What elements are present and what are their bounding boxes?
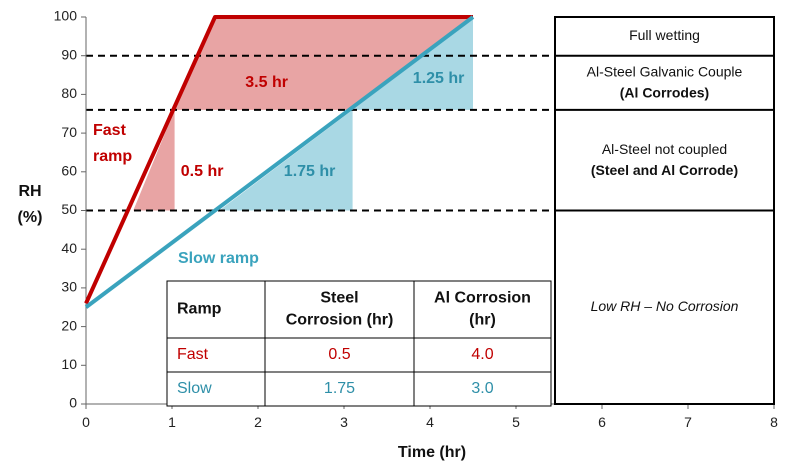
x-tick-label: 2 — [254, 414, 262, 430]
duration-label: 1.75 hr — [284, 163, 336, 180]
y-tick-label: 80 — [61, 85, 77, 101]
region-label: Full wetting — [629, 27, 700, 43]
series-label-fast: Fast — [93, 122, 127, 139]
x-tick-label: 8 — [770, 414, 778, 430]
region-label: Al-Steel Galvanic Couple — [587, 63, 743, 79]
y-tick-label: 90 — [61, 46, 77, 62]
y-tick-label: 0 — [69, 395, 77, 411]
x-tick-label: 5 — [512, 414, 520, 430]
y-tick-label: 70 — [61, 124, 77, 140]
x-tick-label: 3 — [340, 414, 348, 430]
rh-region-panel: Full wetting Al-Steel Galvanic Couple (Al … — [554, 16, 775, 405]
x-tick-label: 4 — [426, 414, 434, 430]
y-axis-title: (%) — [18, 209, 43, 226]
region-label: Low RH – No Corrosion — [591, 298, 739, 314]
table-cell: 4.0 — [471, 346, 493, 363]
table-cell: 3.0 — [471, 380, 493, 397]
x-tick-label: 6 — [598, 414, 606, 430]
shaded-area-1 — [174, 17, 473, 110]
table-cell: 0.5 — [328, 346, 350, 363]
table-frame — [166, 280, 552, 407]
region-label: (Steel and Al Corrode) — [591, 162, 738, 178]
series-line-fast — [84, 15, 473, 305]
duration-annotations: 3.5 hr 0.5 hr 1.75 hr 1.25 hr — [181, 70, 465, 180]
x-axis-title: Time (hr) — [398, 444, 466, 461]
table-header: (hr) — [469, 312, 496, 329]
shaded-areas — [133, 17, 473, 211]
shaded-area-0 — [133, 109, 175, 211]
series-line-slow — [84, 15, 475, 309]
table-header: Steel — [320, 290, 358, 307]
y-tick-label: 100 — [54, 8, 78, 24]
threshold-lines — [86, 54, 774, 212]
y-tick-label: 50 — [61, 201, 77, 217]
region-label: (Al Corrodes) — [620, 84, 709, 100]
series-label-fast: ramp — [93, 148, 132, 165]
corrosion-table: Ramp Steel Corrosion (hr) Al Corrosion (hr) F… — [166, 280, 552, 407]
y-tick-label: 30 — [61, 279, 77, 295]
shaded-area-2 — [219, 109, 353, 211]
x-tick-label: 0 — [82, 414, 90, 430]
axis-titles: RH (%) Time (hr) — [18, 183, 467, 461]
duration-label: 3.5 hr — [245, 74, 288, 91]
duration-label: 0.5 hr — [181, 163, 224, 180]
table-cell: Slow — [177, 380, 212, 397]
table-header: Corrosion (hr) — [286, 312, 394, 329]
x-tick-label: 7 — [684, 414, 692, 430]
series-label-slow: Slow ramp — [178, 250, 259, 267]
table-cell: Fast — [177, 346, 209, 363]
y-axis-title: RH — [18, 183, 41, 200]
y-tick-label: 20 — [61, 317, 77, 333]
x-tick-label: 1 — [168, 414, 176, 430]
table-header: Al Corrosion — [434, 290, 531, 307]
y-tick-label: 40 — [61, 240, 77, 256]
series-lines: Fast ramp Slow ramp — [84, 15, 475, 309]
region-label: Al-Steel not coupled — [602, 141, 727, 157]
y-tick-label: 10 — [61, 356, 77, 372]
duration-label: 1.25 hr — [413, 70, 465, 87]
tick-labels: 0 10 20 30 40 50 60 70 80 90 100 0 1 2 3 4 5 6 7 8 — [54, 8, 778, 430]
table-cell: 1.75 — [324, 380, 355, 397]
table-header: Ramp — [177, 301, 222, 318]
y-tick-label: 60 — [61, 163, 77, 179]
